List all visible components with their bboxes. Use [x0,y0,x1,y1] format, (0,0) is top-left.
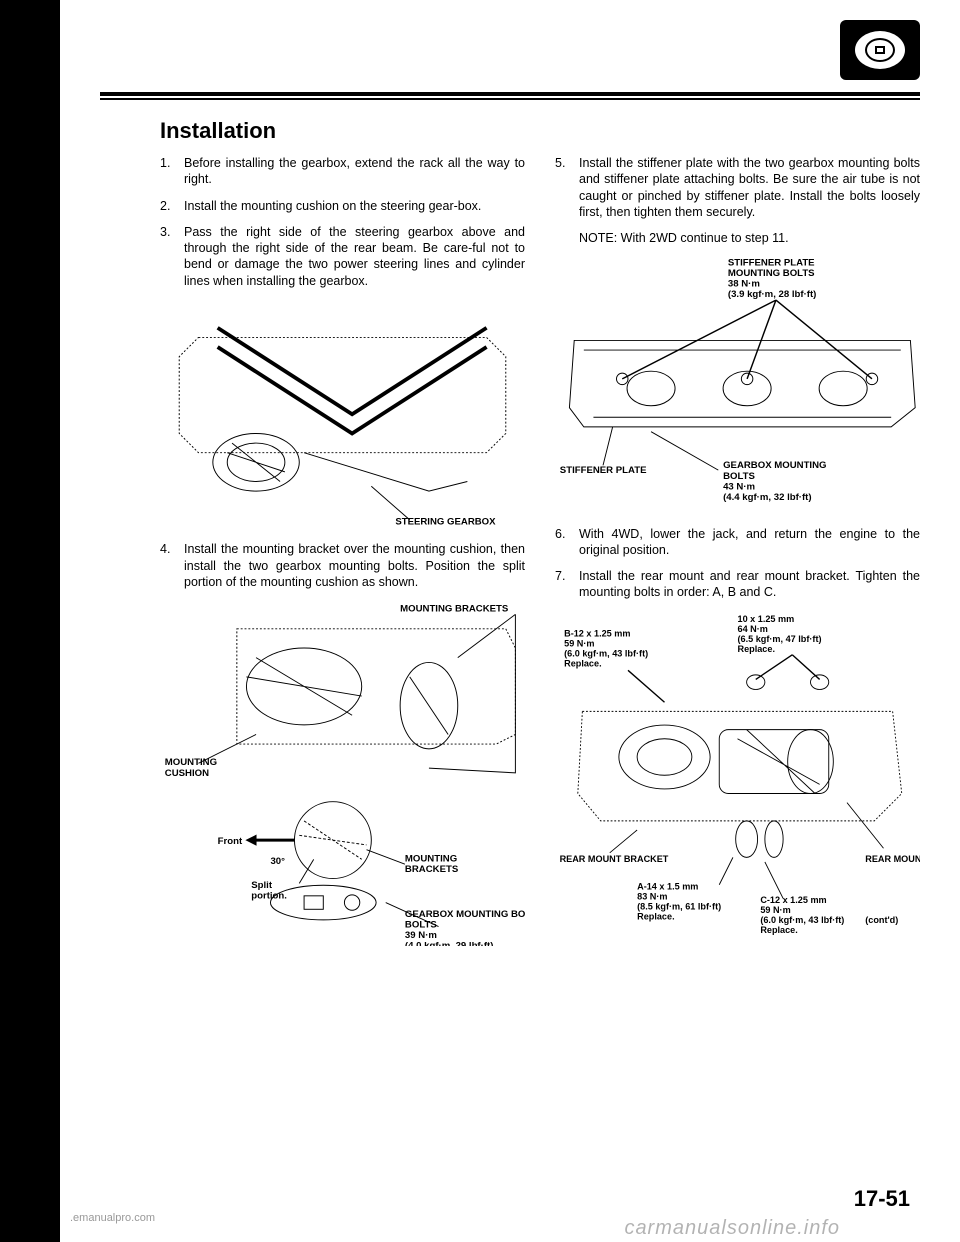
torque-gearbox: 39 N·m [405,930,437,941]
label-gearbox-bolts: GEARBOX MOUNTING [723,460,826,471]
bottom-watermark: carmanualsonline.info [624,1217,840,1240]
label-gearbox-bolts-2: BOLTS [723,471,755,482]
label-30deg: 30° [270,856,285,867]
label-a-bolt: A-14 x 1.5 mm [637,881,698,891]
label-mounting-cushion-2: CUSHION [165,768,209,779]
footer-watermark: .emanualpro.com [70,1212,155,1224]
note-text: NOTE: With 2WD continue to step 11. [579,230,920,246]
replace-a: Replace. [637,911,674,921]
torque-a: 83 N·m [637,891,667,901]
torque-10-2: (6.5 kgf·m, 47 lbf·ft) [738,634,822,644]
label-steering-gearbox: STEERING GEARBOX [395,516,496,527]
step-4: 4. Install the mounting bracket over the… [160,541,525,590]
label-mounting-brackets-2: BRACKETS [405,864,459,875]
torque-stiffener-2: (3.9 kgf·m, 28 lbf·ft) [728,289,816,300]
figure-mounting-bracket: MOUNTING BRACKETS [160,600,525,946]
torque-a-2: (8.5 kgf·m, 61 lbf·ft) [637,901,721,911]
step-2: 2. Install the mounting cushion on the s… [160,198,525,214]
binder-tab [0,580,60,800]
step-text: Install the mounting bracket over the mo… [184,541,525,590]
binder-tab [0,1090,60,1242]
torque-gb-2: (4.4 kgf·m, 32 lbf·ft) [723,492,811,503]
replace-c: Replace. [760,925,797,935]
label-split: Split [251,880,273,891]
step-3: 3. Pass the right side of the steering g… [160,224,525,289]
label-b-bolt: B-12 x 1.25 mm [564,628,630,638]
step-number: 4. [160,541,184,590]
step-text: Install the rear mount and rear mount br… [579,568,920,601]
step-number: 3. [160,224,184,289]
left-column: 1. Before installing the gearbox, extend… [160,155,525,1182]
torque-b: 59 N·m [564,638,594,648]
gearbox-icon [855,31,905,69]
label-stiffener-plate: STIFFENER PLATE [560,465,647,476]
label-split-2: portion. [251,891,287,902]
label-c-bolt: C-12 x 1.25 mm [760,895,826,905]
label-mounting-cushion: MOUNTING [165,757,217,768]
label-mounting-brackets-top: MOUNTING BRACKETS [400,604,509,615]
figure-rear-mount: B-12 x 1.25 mm 59 N·m (6.0 kgf·m, 43 lbf… [555,611,920,940]
torque-10: 64 N·m [738,624,768,634]
figure-stiffener-plate: STIFFENER PLATE MOUNTING BOLTS 38 N·m (3… [555,254,920,513]
label-front: Front [218,836,243,847]
content-columns: 1. Before installing the gearbox, extend… [160,155,920,1182]
torque-b-2: (6.0 kgf·m, 43 lbf·ft) [564,648,648,658]
step-6: 6. With 4WD, lower the jack, and return … [555,526,920,559]
label-stiffener-bolts-2: MOUNTING BOLTS [728,268,815,279]
replace-10: Replace. [738,644,775,654]
right-column: 5. Install the stiffener plate with the … [555,155,920,1182]
header-icon-box [840,20,920,80]
label-rear-mount: REAR MOUNT [865,854,920,864]
contd-text: (cont'd) [865,915,898,925]
torque-gb: 43 N·m [723,482,755,493]
page-number: 17-51 [854,1186,910,1212]
label-stiffener-bolts: STIFFENER PLATE [728,258,815,269]
figure-steering-gearbox: STEERING GEARBOX [160,299,525,530]
step-text: With 4WD, lower the jack, and return the… [579,526,920,559]
section-title: Installation [160,118,276,144]
label-rear-mount-bracket: REAR MOUNT BRACKET [560,854,669,864]
step-text: Before installing the gearbox, extend th… [184,155,525,188]
step-number: 1. [160,155,184,188]
torque-gearbox-2: (4.0 kgf·m, 29 lbf·ft) [405,941,493,946]
step-1: 1. Before installing the gearbox, extend… [160,155,525,188]
label-gearbox-mounting-bolts: GEARBOX MOUNTING BOLTS [405,909,525,920]
step-7: 7. Install the rear mount and rear mount… [555,568,920,601]
page-content: Installation 1. Before installing the ge… [60,0,960,1242]
binder-edge [0,0,60,1242]
step-number: 6. [555,526,579,559]
step-5: 5. Install the stiffener plate with the … [555,155,920,220]
step-number: 7. [555,568,579,601]
svg-text:BOLTS: BOLTS [405,920,437,931]
step-text: Install the mounting cushion on the stee… [184,198,525,214]
label-mounting-brackets: MOUNTING [405,853,457,864]
replace-b: Replace. [564,658,601,668]
label-10-bolt: 10 x 1.25 mm [738,614,795,624]
step-number: 2. [160,198,184,214]
torque-c-2: (6.0 kgf·m, 43 lbf·ft) [760,915,844,925]
step-text: Pass the right side of the steering gear… [184,224,525,289]
step-text: Install the stiffener plate with the two… [579,155,920,220]
torque-c: 59 N·m [760,905,790,915]
torque-stiffener: 38 N·m [728,279,760,290]
header-rule [100,92,920,100]
binder-tab [0,0,60,110]
step-number: 5. [555,155,579,220]
